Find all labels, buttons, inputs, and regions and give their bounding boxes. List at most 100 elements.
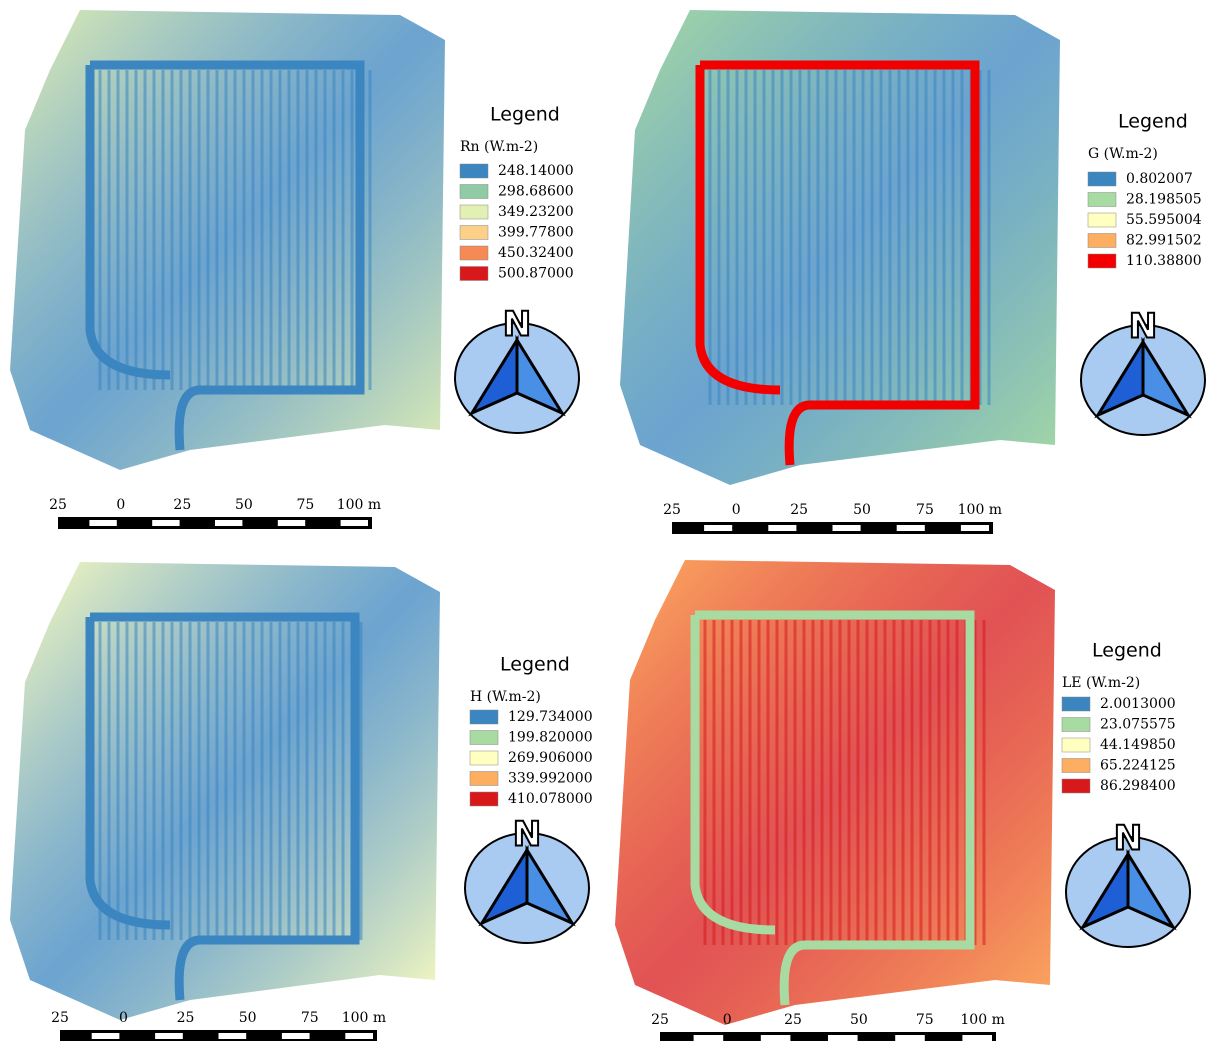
legend-swatch (1088, 172, 1116, 186)
map-raster (620, 10, 1060, 485)
legend-unit: Rn (W.m-2) (460, 139, 538, 155)
legend-label: 44.149850 (1100, 737, 1176, 753)
scale-bar-white (219, 1033, 247, 1039)
scale-bar-white (282, 1033, 310, 1039)
legend-label: 500.87000 (498, 266, 574, 282)
legend-swatch (460, 185, 488, 199)
scale-bar-white (89, 520, 116, 526)
scale-label: 75 (297, 497, 315, 513)
north-label: N (1129, 307, 1157, 347)
legend-swatch (1088, 234, 1116, 248)
scale-label: 0 (723, 1012, 732, 1028)
scale-bar-white (155, 1033, 183, 1039)
legend-swatch (1088, 193, 1116, 207)
legend-swatch (470, 751, 498, 765)
scale-label: 50 (853, 502, 871, 518)
scale-bar-white (704, 525, 732, 531)
legend-label: 410.078000 (508, 791, 593, 807)
legend-swatch (470, 731, 498, 745)
legend-label: 349.23200 (498, 204, 574, 220)
scale-label: 0 (116, 497, 125, 513)
scale-label: 25 (177, 1010, 195, 1026)
legend-label: 28.198505 (1126, 192, 1202, 208)
legend-swatch (1088, 254, 1116, 268)
scale-bar-white (761, 1035, 791, 1041)
scale-bar-white (152, 520, 179, 526)
legend-swatch (460, 267, 488, 281)
legend-unit: G (W.m-2) (1088, 146, 1158, 162)
scale-label: 100 m (960, 1012, 1004, 1028)
north-label: N (513, 815, 541, 855)
scale-label: 25 (784, 1012, 802, 1028)
scale-bar-white (828, 1035, 858, 1041)
legend-label: 23.075575 (1100, 717, 1176, 733)
scale-label: 0 (119, 1010, 128, 1026)
scale-bar-white (768, 525, 796, 531)
legend-swatch (460, 226, 488, 240)
scale-label: 75 (916, 502, 934, 518)
north-label: N (1114, 819, 1142, 859)
scale-label: 50 (239, 1010, 257, 1026)
legend-unit: LE (W.m-2) (1062, 675, 1140, 691)
legend-label: 55.595004 (1126, 212, 1202, 228)
map-panel: Legend LE (W.m-2) 2.0013000 23.075575 44.149… (615, 560, 1190, 1041)
scale-bar-white (962, 1035, 992, 1041)
legend-swatch (470, 772, 498, 786)
legend-title: Legend (500, 654, 570, 676)
legend-swatch (460, 246, 488, 260)
legend-swatch (1062, 718, 1090, 732)
legend-label: 399.77800 (498, 225, 574, 241)
map-panel: Legend H (W.m-2) 129.734000 199.820000 269.9… (10, 562, 593, 1041)
scale-label: 25 (663, 502, 681, 518)
legend-swatch (1062, 759, 1090, 773)
legend-unit: H (W.m-2) (470, 689, 541, 705)
scale-label: 25 (173, 497, 191, 513)
scale-bar-white (694, 1035, 724, 1041)
scale-label: 75 (916, 1012, 934, 1028)
map-panel: Legend Rn (W.m-2) 248.14000 298.68600 349.23… (10, 10, 579, 529)
legend-label: 2.0013000 (1100, 696, 1176, 712)
scale-label: 100 m (337, 497, 381, 513)
scale-label: 0 (732, 502, 741, 518)
scale-label: 100 m (958, 502, 1002, 518)
legend-title: Legend (1092, 640, 1162, 662)
legend-title: Legend (490, 104, 560, 126)
legend-label: 129.734000 (508, 709, 593, 725)
map-raster (615, 560, 1055, 1025)
legend-swatch (460, 164, 488, 178)
scale-label: 25 (651, 1012, 669, 1028)
legend-label: 450.32400 (498, 245, 574, 261)
scale-bar-white (215, 520, 242, 526)
scale-bar-white (897, 525, 925, 531)
scale-bar-white (278, 520, 305, 526)
scale-label: 25 (49, 497, 67, 513)
legend-label: 110.38800 (1126, 253, 1202, 269)
legend-swatch (470, 710, 498, 724)
scale-label: 25 (51, 1010, 69, 1026)
legend-label: 65.224125 (1100, 758, 1176, 774)
legend-swatch (470, 792, 498, 806)
scale-bar-white (833, 525, 861, 531)
legend-swatch (1062, 697, 1090, 711)
legend-label: 82.991502 (1126, 233, 1202, 249)
legend-swatch (1062, 779, 1090, 793)
legend-title: Legend (1118, 111, 1188, 133)
figure: Legend Rn (W.m-2) 248.14000 298.68600 349.23… (0, 0, 1222, 1041)
legend-label: 269.906000 (508, 750, 593, 766)
scale-label: 50 (235, 497, 253, 513)
legend-label: 86.298400 (1100, 778, 1176, 794)
scale-bar-white (895, 1035, 925, 1041)
legend-label: 0.802007 (1126, 171, 1193, 187)
scale-label: 25 (790, 502, 808, 518)
scale-label: 50 (850, 1012, 868, 1028)
map-panel: Legend G (W.m-2) 0.802007 28.198505 55.59500… (620, 10, 1205, 534)
legend-label: 248.14000 (498, 163, 574, 179)
scale-label: 100 m (342, 1010, 386, 1026)
scale-bar-white (341, 520, 368, 526)
legend-label: 339.992000 (508, 771, 593, 787)
legend-label: 199.820000 (508, 730, 593, 746)
scale-bar-white (92, 1033, 120, 1039)
legend-label: 298.68600 (498, 184, 574, 200)
scale-bar-white (345, 1033, 373, 1039)
legend-swatch (1088, 213, 1116, 227)
